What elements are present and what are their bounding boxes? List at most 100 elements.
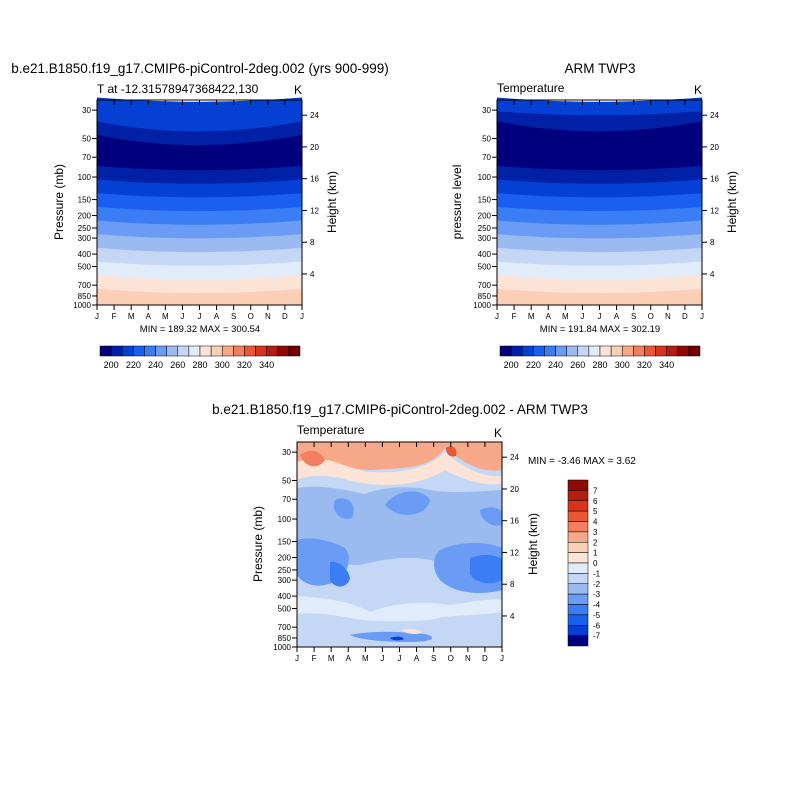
y-tick-label: 400 [278, 592, 292, 601]
colorbar-label: -6 [593, 621, 601, 630]
x-tick-label: J [300, 312, 304, 321]
y-tick-label: 150 [478, 196, 492, 205]
colorbar-box [510, 345, 523, 357]
panel-left-label: Temperature [297, 423, 365, 437]
colorbar-box [567, 552, 589, 564]
y-right-tick-label: 4 [510, 612, 515, 621]
contour-band [497, 288, 702, 305]
panel-title: b.e21.B1850.f19_g17.CMIP6-piControl-2deg… [11, 61, 389, 76]
colorbar-label: 0 [593, 559, 598, 568]
x-tick-label: J [500, 654, 504, 663]
y-tick-label: 400 [478, 250, 492, 259]
colorbar-box [567, 635, 589, 647]
x-tick-label: M [328, 654, 335, 663]
contour-fill-zero [297, 596, 502, 622]
colorbar-box [599, 345, 612, 357]
colorbar-box [688, 345, 701, 357]
y-tick-label: 850 [478, 292, 492, 301]
y-right-tick-label: 4 [710, 270, 715, 279]
contour-fill-plus1 [402, 629, 422, 634]
y-right-tick-label: 20 [710, 143, 719, 152]
y-tick-label: 300 [278, 576, 292, 585]
colorbar-label: 7 [593, 486, 598, 495]
y-tick-label: 250 [78, 224, 92, 233]
panel-right-label: K [494, 426, 502, 440]
y-tick-label: 700 [278, 623, 292, 632]
x-tick-label: S [231, 312, 236, 321]
contour-fill-minus3 [480, 507, 502, 526]
x-tick-label: J [198, 312, 202, 321]
colorbar-box [133, 345, 145, 357]
min-max-text: MIN = -3.46 MAX = 3.62 [528, 456, 636, 467]
y-right-tick-label: 24 [710, 111, 719, 120]
colorbar-label: 220 [126, 360, 141, 370]
colorbar-box [566, 345, 579, 357]
colorbar-box [677, 345, 690, 357]
x-tick-label: A [614, 312, 620, 321]
colorbar-label: -7 [593, 632, 601, 641]
contour-fill-minus3 [350, 631, 433, 642]
y-tick-label: 400 [78, 250, 92, 259]
y-tick-label: 250 [278, 566, 292, 575]
x-tick-label: J [700, 312, 704, 321]
colorbar-box [567, 593, 589, 605]
colorbar-box [499, 345, 512, 357]
x-tick-label: J [598, 312, 602, 321]
y-tick-label: 300 [78, 234, 92, 243]
panel-difference: b.e21.B1850.f19_g17.CMIP6-piControl-2deg… [212, 402, 636, 663]
x-tick-label: D [482, 654, 488, 663]
colorbar-label: 3 [593, 528, 598, 537]
colorbar-box [567, 479, 589, 491]
y-tick-label: 500 [278, 604, 292, 613]
colorbar-box [233, 345, 245, 357]
colorbar: 200 220 240 260 280 300 320 340 [99, 345, 301, 370]
y-axis-right-label: Height (km) [526, 513, 540, 575]
x-tick-label: J [180, 312, 184, 321]
y-tick-label: 50 [282, 477, 291, 486]
colorbar-box [99, 345, 112, 357]
x-tick-label: F [312, 654, 317, 663]
colorbar-label: 240 [148, 360, 163, 370]
colorbar-label: 5 [593, 507, 598, 516]
y-tick-label: 250 [478, 224, 492, 233]
y-right-tick-label: 24 [510, 453, 519, 462]
colorbar-box [567, 490, 589, 501]
y-right-tick-label: 20 [310, 143, 319, 152]
colorbar-box [567, 625, 589, 636]
x-tick-label: D [282, 312, 288, 321]
x-tick-label: J [380, 654, 384, 663]
colorbar-label: 280 [592, 360, 607, 370]
y-right-tick-label: 16 [710, 175, 719, 184]
colorbar-box [567, 573, 589, 584]
colorbar-box [567, 614, 589, 626]
y-right-tick-label: 8 [510, 580, 515, 589]
panel-right-label: K [694, 83, 702, 97]
y-axis-right-label: Height (km) [725, 171, 739, 233]
contour-fill-plus3 [300, 450, 325, 467]
colorbar-label: -2 [593, 580, 601, 589]
colorbar-box [577, 345, 590, 357]
contour-fill-minus6 [390, 636, 404, 641]
colorbar-label: 240 [548, 360, 563, 370]
x-tick-label: D [682, 312, 688, 321]
colorbar-label: 2 [593, 538, 598, 547]
y-right-tick-label: 12 [510, 548, 519, 557]
x-tick-label: J [495, 312, 499, 321]
colorbar-box [567, 583, 589, 595]
colorbar-box [644, 345, 656, 357]
colorbar-label: 4 [593, 518, 598, 527]
colorbar-box [121, 345, 134, 357]
y-tick-label: 70 [282, 495, 291, 504]
y-right-tick-label: 4 [310, 270, 315, 279]
contour-band [97, 288, 302, 305]
colorbar-label: 280 [192, 360, 207, 370]
colorbar-label: -4 [593, 601, 601, 610]
contour-fill-minus3 [333, 498, 354, 519]
colorbar-box [221, 345, 234, 357]
x-tick-label: O [248, 312, 254, 321]
y-tick-label: 850 [278, 634, 292, 643]
colorbar: 7 65 432 10-1 -2-3 -4-5-6 -7 [567, 479, 601, 647]
colorbar-box [521, 345, 534, 357]
x-tick-label: M [128, 312, 135, 321]
